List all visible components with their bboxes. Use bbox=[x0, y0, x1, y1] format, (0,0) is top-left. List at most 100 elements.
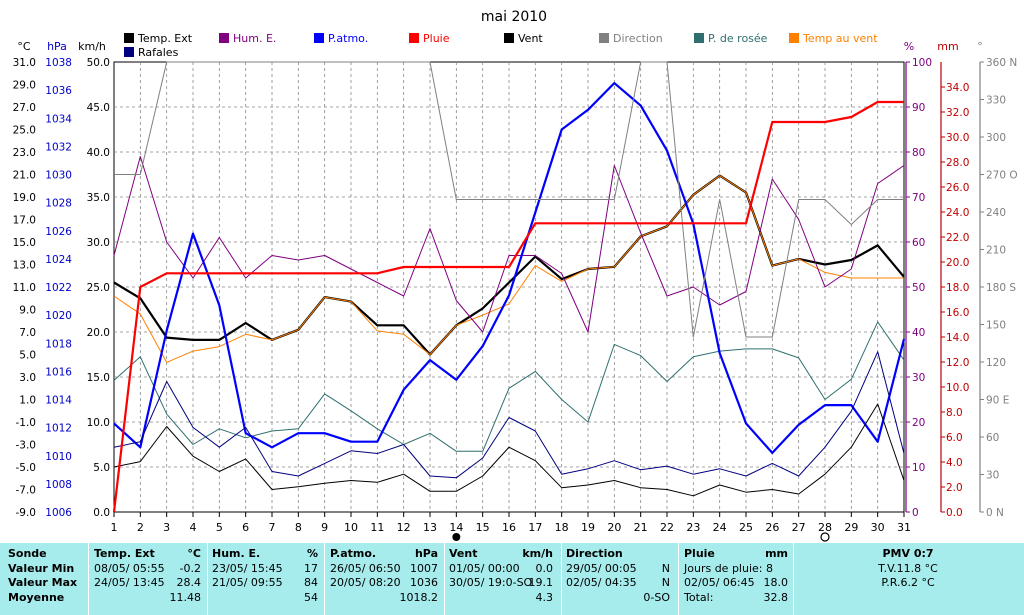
axis-tick-label: 330 bbox=[986, 95, 1006, 107]
dir-avg: 0-SO bbox=[643, 590, 670, 604]
chart-legend: Temp. Ext Hum. E. P.atmo. Pluie Vent Directio… bbox=[124, 32, 878, 59]
x-tick-label: 23 bbox=[686, 521, 700, 534]
rain-total-label: Total: bbox=[684, 590, 714, 604]
press-max-date: 20/05/ 08:20 bbox=[330, 576, 401, 589]
axis-unit: ° bbox=[977, 40, 983, 53]
axis-tick-label: 0.0 bbox=[946, 507, 963, 519]
full-moon-icon bbox=[452, 533, 461, 541]
axis-tick-label: 20.0 bbox=[946, 257, 969, 269]
legend-label: Direction bbox=[613, 32, 663, 45]
press-column: P.atmo. hPa 26/05/ 06:50 1007 20/05/ 08:20… bbox=[330, 547, 438, 605]
dir-max-value: N bbox=[661, 576, 670, 589]
axis-tick-label: 25.0 bbox=[13, 125, 36, 137]
legend-swatch bbox=[789, 33, 799, 43]
x-tick-label: 12 bbox=[397, 521, 411, 534]
series-p-de-ros-e bbox=[113, 321, 905, 452]
x-tick-label: 29 bbox=[844, 521, 858, 534]
series-vent bbox=[113, 403, 905, 497]
legend-swatch bbox=[219, 33, 229, 43]
rain-unit: mm bbox=[765, 547, 788, 560]
axis-tick-label: 1.0 bbox=[19, 395, 36, 407]
axis-tick-label: 40.0 bbox=[87, 147, 110, 159]
axis-tick-label: 18.0 bbox=[946, 282, 969, 294]
right-axes: 100908070605040302010034.032.030.028.026… bbox=[905, 57, 1018, 519]
weather-chart: mai 2010 Temp. Ext Hum. E. P.atmo. Pluie Ven… bbox=[13, 9, 1018, 542]
rain-total-value: 32.8 bbox=[763, 590, 789, 604]
series-direction bbox=[114, 61, 904, 338]
x-tick-label: 22 bbox=[660, 521, 674, 534]
axis-tick-label: 30 bbox=[912, 372, 925, 384]
axis-tick-label: 19.0 bbox=[13, 192, 36, 204]
hum-min-date: 23/05/ 15:45 bbox=[212, 561, 283, 575]
dir-column: Direction 29/05/ 00:05 N 02/05/ 04:35 N 0-… bbox=[566, 547, 670, 605]
axis-tick-label: 1008 bbox=[45, 479, 72, 491]
axis-tick-label: 1022 bbox=[45, 282, 72, 294]
legend-swatch bbox=[124, 33, 134, 43]
min-label: Valeur Min bbox=[8, 561, 75, 575]
axis-tick-label: 1018 bbox=[45, 338, 72, 350]
axis-tick-label: 1016 bbox=[45, 366, 72, 378]
axis-tick-label: 1010 bbox=[45, 451, 72, 463]
legend-label: P. de rosée bbox=[708, 32, 768, 45]
axis-tick-label: 300 bbox=[986, 132, 1006, 144]
axis-tick-label: 270 O bbox=[986, 170, 1018, 182]
x-tick-label: 1 bbox=[111, 521, 118, 534]
axis-tick-label: 1030 bbox=[45, 170, 72, 182]
axis-tick-label: 11.0 bbox=[13, 282, 36, 294]
axis-unit: °C bbox=[17, 40, 31, 53]
x-tick-label: 20 bbox=[607, 521, 621, 534]
axis-tick-label: 32.0 bbox=[946, 107, 969, 119]
x-tick-label: 24 bbox=[713, 521, 727, 534]
x-tick-label: 15 bbox=[476, 521, 490, 534]
x-tick-label: 25 bbox=[739, 521, 753, 534]
x-tick-label: 7 bbox=[269, 521, 276, 534]
axis-tick-label: 360 N bbox=[986, 57, 1017, 69]
axis-tick-label: 100 bbox=[912, 57, 932, 69]
press-title: P.atmo. bbox=[330, 547, 377, 560]
new-moon-icon bbox=[820, 532, 830, 542]
legend-label: Rafales bbox=[138, 46, 179, 59]
temp-min-date: 08/05/ 05:55 bbox=[94, 561, 165, 575]
hum-unit: % bbox=[306, 547, 318, 560]
axis-tick-label: 50 bbox=[912, 282, 925, 294]
legend-swatch bbox=[599, 33, 609, 43]
series-pluie bbox=[112, 100, 904, 513]
press-min-date: 26/05/ 06:50 bbox=[330, 561, 401, 575]
axis-tick-label: 1012 bbox=[45, 423, 72, 435]
temp-max-value: 28.4 bbox=[176, 576, 202, 589]
axis-tick-label: 6.0 bbox=[946, 432, 963, 444]
axis-tick-label: 90 E bbox=[986, 395, 1009, 407]
axis-tick-label: 20 bbox=[912, 417, 925, 429]
x-tick-label: 9 bbox=[321, 521, 328, 534]
hum-min-value: 17 bbox=[304, 561, 318, 575]
separator bbox=[678, 543, 679, 615]
row-labels: Sonde Valeur Min Valeur Max Moyenne bbox=[8, 547, 84, 605]
axis-tick-label: 13.0 bbox=[13, 260, 36, 272]
x-tick-label: 8 bbox=[295, 521, 302, 534]
axis-tick-label: 40 bbox=[912, 327, 925, 339]
axis-tick-label: 22.0 bbox=[946, 232, 969, 244]
wind-max-date: 30/05/ 19:0-SO bbox=[449, 576, 533, 589]
axis-tick-label: 1006 bbox=[45, 507, 72, 519]
temp-unit: °C bbox=[187, 547, 201, 560]
press-avg: 1018.2 bbox=[399, 590, 439, 604]
axis-tick-label: 4.0 bbox=[946, 457, 963, 469]
legend-label: Vent bbox=[518, 32, 543, 45]
wind-title: Vent bbox=[449, 547, 478, 560]
axis-tick-label: 23.0 bbox=[13, 147, 36, 159]
axis-tick-label: 3.0 bbox=[19, 372, 36, 384]
axis-tick-label: -3.0 bbox=[16, 440, 37, 452]
axis-tick-label: -9.0 bbox=[16, 507, 37, 519]
pmv-column: PMV 0:7 T.V.11.8 °C P.R.6.2 °C bbox=[800, 547, 1016, 591]
axis-tick-label: 1024 bbox=[45, 254, 72, 266]
axis-unit: % bbox=[904, 40, 914, 53]
x-tick-label: 14 bbox=[449, 521, 463, 534]
axis-tick-label: 31.0 bbox=[13, 57, 36, 69]
axis-tick-label: 90 bbox=[912, 102, 925, 114]
axis-tick-label: 30 bbox=[986, 470, 999, 482]
axis-tick-label: 0.0 bbox=[93, 507, 110, 519]
hum-column: Hum. E.% 23/05/ 15:45 17 21/05/ 09:55 84 5… bbox=[212, 547, 318, 605]
axis-tick-label: 50.0 bbox=[87, 57, 110, 69]
x-tick-label: 2 bbox=[137, 521, 144, 534]
axis-tick-label: 180 S bbox=[986, 282, 1016, 294]
